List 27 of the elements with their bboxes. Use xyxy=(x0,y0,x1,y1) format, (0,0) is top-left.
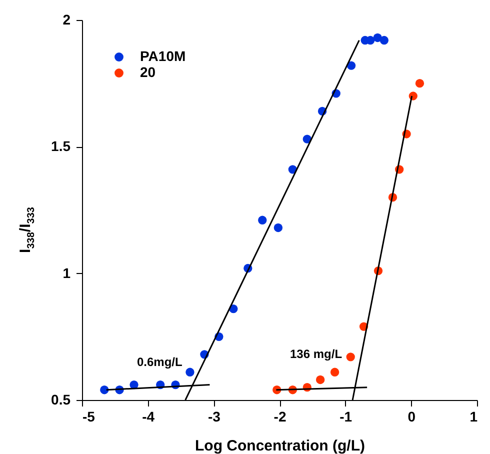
x-tick-label: -4 xyxy=(142,408,155,424)
point xyxy=(316,375,325,384)
y-tick-label: 1.5 xyxy=(51,138,71,154)
annotation: 136 mg/L xyxy=(290,347,342,361)
x-tick-label: -2 xyxy=(274,408,286,424)
point xyxy=(100,386,109,394)
legend-label: PA10M xyxy=(140,48,186,64)
point xyxy=(346,61,356,70)
x-tick-label: 1 xyxy=(470,408,478,424)
y-tick-label: 2 xyxy=(62,12,71,28)
point xyxy=(330,368,340,376)
y-tick-label: 0.5 xyxy=(51,392,71,408)
point xyxy=(415,79,424,88)
legend-label: 20 xyxy=(140,64,156,80)
x-tick-label: -3 xyxy=(208,408,221,424)
point xyxy=(186,368,194,376)
y-tick-label: 1 xyxy=(62,264,71,281)
annotation: 0.6mg/L xyxy=(137,355,182,369)
point xyxy=(274,223,283,232)
point xyxy=(346,352,355,362)
point xyxy=(258,216,267,224)
point xyxy=(373,33,382,42)
x-axis-title: Log Concentration (g/L) xyxy=(195,438,365,454)
x-tick-label: -1 xyxy=(340,408,352,424)
x-tick-label: -5 xyxy=(82,408,96,424)
point xyxy=(380,36,389,45)
x-tick-label: 0 xyxy=(408,408,416,424)
